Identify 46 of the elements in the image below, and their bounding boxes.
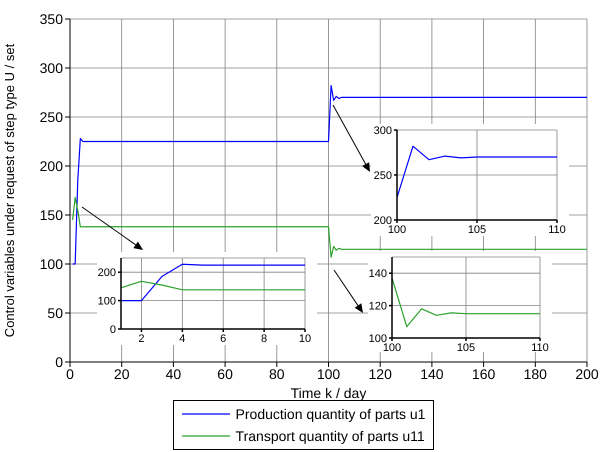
line-series (397, 146, 557, 198)
x-tick-label: 60 (217, 366, 234, 382)
x-tick-label: 10 (298, 332, 312, 345)
x-tick-label: 6 (220, 332, 226, 345)
x-tick-label: 105 (456, 342, 476, 354)
line-series (392, 277, 540, 328)
x-tick-label: 160 (472, 366, 496, 382)
x-tick-label: 100 (388, 224, 406, 236)
x-tick-label: 20 (114, 366, 130, 382)
y-tick-label: 200 (40, 158, 64, 174)
legend-label: Production quantity of parts u1 (236, 406, 426, 422)
y-tick-label: 0 (110, 324, 116, 336)
y-tick-label: 150 (40, 206, 64, 223)
y-tick-label: 300 (374, 124, 392, 137)
y-tick-label: 140 (368, 268, 387, 280)
line-series (72, 85, 587, 265)
y-tick-label: 50 (47, 304, 64, 321)
x-tick-label: 105 (468, 224, 486, 236)
x-tick-label: 40 (166, 366, 182, 382)
x-tick-label: 2 (138, 332, 145, 345)
y-tick-label: 250 (40, 108, 64, 125)
y-tick-label: 120 (368, 300, 387, 313)
x-tick-label: 180 (524, 366, 548, 382)
y-axis-title: Control variables under request of step type U / set (2, 43, 17, 338)
line-series (72, 196, 587, 258)
line-series (121, 264, 305, 302)
x-tick-label: 110 (548, 224, 566, 236)
y-tick-label: 350 (40, 10, 64, 27)
x-tick-label: 4 (179, 332, 186, 345)
x-tick-label: 200 (575, 366, 599, 382)
x-tick-label: 140 (420, 366, 444, 382)
y-tick-label: 200 (98, 267, 116, 280)
y-tick-label: 0 (55, 354, 64, 370)
y-tick-label: 100 (98, 296, 116, 308)
x-axis-title: Time k / day (290, 385, 366, 401)
line-series (121, 280, 305, 290)
x-tick-label: 100 (382, 342, 402, 354)
x-tick-label: 110 (531, 342, 549, 354)
y-tick-label: 250 (374, 170, 392, 182)
x-tick-label: 0 (66, 366, 74, 382)
x-tick-label: 80 (269, 366, 285, 382)
x-tick-label: 8 (261, 332, 268, 345)
y-tick-label: 100 (40, 256, 64, 272)
y-tick-label: 300 (40, 60, 64, 76)
legend-label: Transport quantity of parts u11 (236, 428, 425, 444)
x-tick-label: 100 (316, 366, 340, 382)
